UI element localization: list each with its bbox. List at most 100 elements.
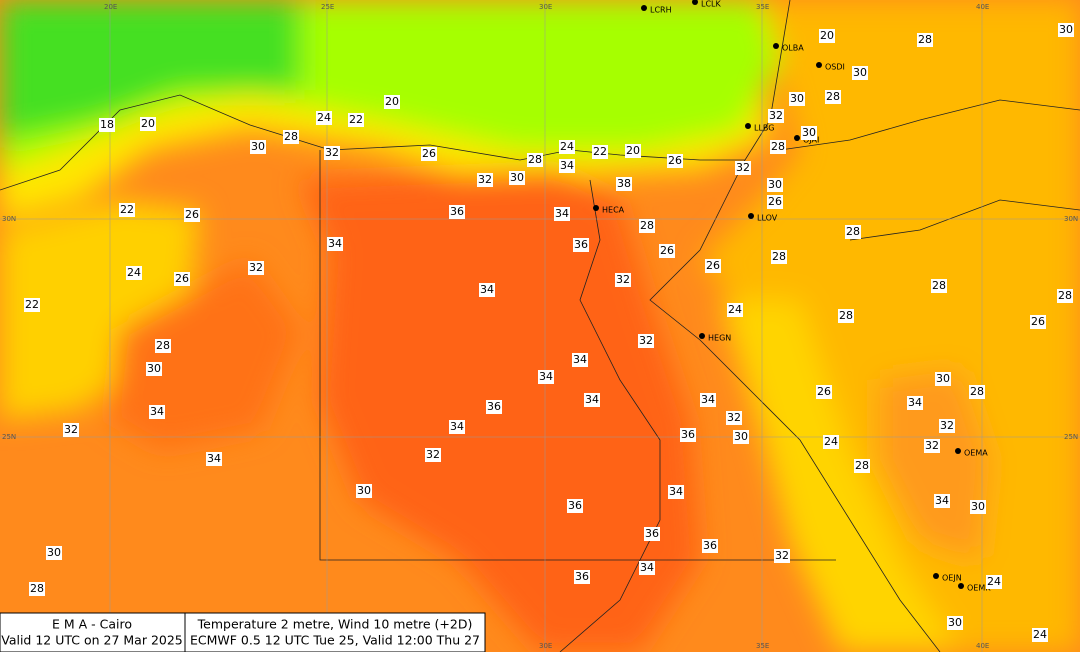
label-box: [907, 396, 923, 410]
label-box: [770, 140, 786, 154]
label-box: [449, 420, 465, 434]
temperature-label: 30: [734, 430, 748, 443]
label-box: [616, 177, 632, 191]
label-box: [659, 244, 675, 258]
temperature-label: 18: [100, 118, 114, 131]
temperature-label: 34: [935, 494, 949, 507]
temperature-label: 30: [1059, 23, 1073, 36]
label-box: [845, 225, 861, 239]
temperature-label: 32: [64, 423, 78, 436]
temperature-label: 24: [728, 303, 742, 316]
label-box: [316, 111, 332, 125]
temperature-label: 32: [478, 173, 492, 186]
label-box: [538, 370, 554, 384]
label-box: [939, 419, 955, 433]
station-dot: [748, 213, 754, 219]
temperature-label: 34: [560, 159, 574, 172]
temperature-label: 22: [25, 298, 39, 311]
grid-label: 20E: [104, 3, 117, 11]
label-box: [146, 362, 162, 376]
label-box: [727, 303, 743, 317]
temperature-label: 28: [932, 279, 946, 292]
temperature-label: 30: [971, 500, 985, 513]
label-box: [46, 546, 62, 560]
temperature-label: 24: [317, 111, 331, 124]
temperature-label: 24: [1033, 628, 1047, 641]
label-box: [852, 66, 868, 80]
label-box: [327, 237, 343, 251]
label-box: [768, 109, 784, 123]
station-dot: [955, 448, 961, 454]
label-box: [816, 385, 832, 399]
footer-text: Temperature 2 metre, Wind 10 metre (+2D): [197, 617, 473, 632]
station-dot: [773, 43, 779, 49]
grid-label: 40E: [976, 642, 989, 650]
grid-label: 35E: [756, 3, 769, 11]
label-box: [917, 33, 933, 47]
label-box: [206, 452, 222, 466]
station-label: OEJN: [942, 574, 962, 583]
temperature-label: 30: [802, 126, 816, 139]
temperature-label: 32: [639, 334, 653, 347]
temperature-label: 28: [528, 153, 542, 166]
label-box: [384, 95, 400, 109]
temperature-label: 34: [701, 393, 715, 406]
temperature-label: 26: [422, 147, 436, 160]
temperature-label: 20: [626, 144, 640, 157]
temperature-label: 34: [539, 370, 553, 383]
label-box: [509, 171, 525, 185]
label-box: [486, 400, 502, 414]
temperature-label: 22: [593, 145, 607, 158]
station-label: OSDI: [825, 63, 845, 72]
temperature-label: 30: [936, 372, 950, 385]
temperature-label: 28: [839, 309, 853, 322]
label-box: [771, 250, 787, 264]
temperature-label: 28: [772, 250, 786, 263]
temperature-label: 34: [150, 405, 164, 418]
temperature-label: 34: [450, 420, 464, 433]
label-box: [1057, 289, 1073, 303]
label-box: [639, 561, 655, 575]
label-box: [823, 435, 839, 449]
label-box: [735, 161, 751, 175]
label-box: [554, 207, 570, 221]
station-label: HECA: [602, 206, 625, 215]
label-box: [1058, 23, 1074, 37]
temperature-label: 36: [574, 238, 588, 251]
grid-label: 25E: [321, 3, 334, 11]
label-box: [1030, 315, 1046, 329]
label-box: [638, 334, 654, 348]
temperature-label: 24: [560, 140, 574, 153]
temperature-label: 20: [385, 95, 399, 108]
temperature-label: 26: [660, 244, 674, 257]
station-label: OLBA: [782, 44, 804, 53]
temperature-label: 28: [156, 339, 170, 352]
temperature-label: 34: [555, 207, 569, 220]
temperature-label: 34: [585, 393, 599, 406]
temperature-label: 32: [249, 261, 263, 274]
label-box: [705, 259, 721, 273]
temperature-label: 24: [127, 266, 141, 279]
grid-label: 30E: [539, 3, 552, 11]
label-box: [250, 140, 266, 154]
label-box: [947, 616, 963, 630]
label-box: [801, 126, 817, 140]
label-box: [615, 273, 631, 287]
label-box: [934, 494, 950, 508]
label-box: [819, 29, 835, 43]
temperature-label: 26: [1031, 315, 1045, 328]
label-box: [63, 423, 79, 437]
temperature-label: 34: [207, 452, 221, 465]
label-box: [680, 428, 696, 442]
label-box: [477, 173, 493, 187]
station-label: LLOV: [757, 214, 778, 223]
grid-label: 30N: [1064, 215, 1078, 223]
station-label: LLBG: [754, 124, 774, 133]
temperature-label: 36: [568, 499, 582, 512]
